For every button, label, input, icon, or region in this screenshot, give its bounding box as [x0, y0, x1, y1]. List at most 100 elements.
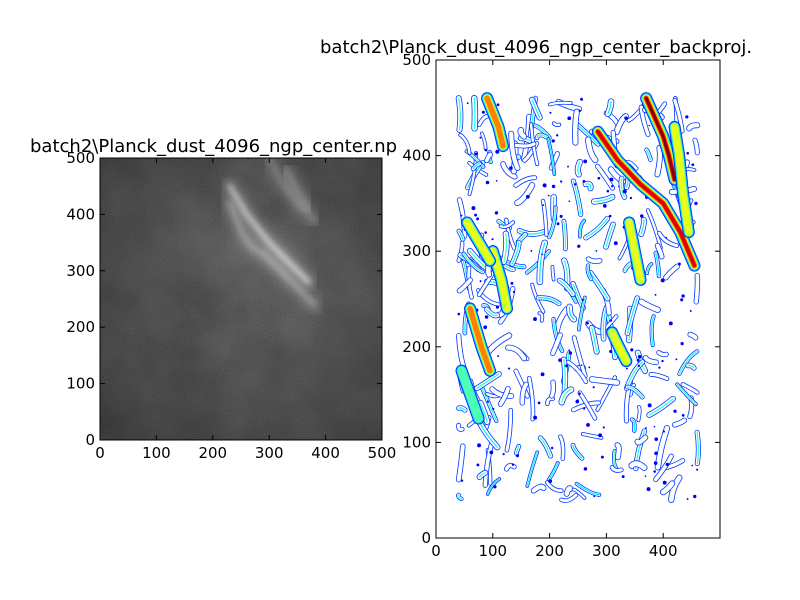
contour-speck — [568, 351, 573, 355]
contour-gap — [505, 345, 527, 361]
contour-speck — [583, 467, 588, 471]
contour-inner — [593, 196, 613, 203]
contour-speck — [622, 189, 627, 194]
contour-gap — [693, 138, 700, 155]
contour-inner — [457, 494, 463, 500]
contour-gap — [626, 160, 638, 170]
backproj-filaments — [455, 92, 701, 425]
contour-gap — [657, 350, 669, 357]
contour-gap — [643, 355, 659, 365]
contour-inner — [572, 180, 582, 215]
contour-gap — [686, 123, 700, 131]
contour-gap — [459, 133, 471, 155]
contour-speck — [580, 98, 583, 101]
contour-gap — [688, 332, 698, 340]
contour-inner — [463, 253, 484, 273]
contour-inner — [526, 451, 538, 487]
contour-inner — [537, 297, 560, 305]
backproj-y-tick-label: 400 — [402, 147, 431, 165]
contour-inner — [687, 364, 695, 369]
contour-inner — [511, 242, 520, 265]
contour-speck — [512, 290, 516, 293]
contour-speck — [567, 116, 572, 121]
backproj-x-tick-label: 0 — [431, 542, 441, 560]
dust-map-y-tick-label: 0 — [85, 431, 95, 449]
contour-inner — [548, 206, 557, 238]
contour-inner — [458, 230, 464, 240]
contour-speck — [583, 159, 588, 164]
contour-inner — [602, 306, 608, 340]
contour-gap — [456, 444, 465, 482]
contour-gap — [545, 481, 563, 492]
contour-gap — [514, 182, 535, 206]
backproj-contours — [455, 92, 701, 503]
contour-inner — [568, 306, 575, 320]
contour-speck — [479, 280, 482, 283]
contour-gap — [572, 109, 580, 145]
contour-speck — [578, 392, 581, 395]
dust-map-x-tick-label: 500 — [368, 444, 397, 462]
contour-gap — [581, 432, 603, 439]
contour-speck — [576, 399, 579, 402]
contour-gap — [629, 461, 647, 471]
contour-speck — [477, 443, 482, 448]
contour-inner — [572, 444, 583, 459]
dust-map-title: batch2\Planck_dust_4096_ngp_center.np — [30, 136, 397, 157]
contour-speck — [515, 454, 520, 458]
contour-gap — [559, 493, 578, 503]
contour-speck — [511, 463, 515, 466]
contour-inner — [576, 483, 600, 496]
contour-speck — [689, 310, 692, 312]
contour-speck — [495, 179, 498, 182]
contour-speck — [613, 241, 618, 246]
contour-speck — [648, 124, 651, 127]
contour-gap — [694, 273, 700, 304]
contour-inner — [648, 398, 674, 416]
contour-inner — [559, 280, 574, 295]
contour-inner — [607, 101, 612, 115]
contour-speck — [609, 319, 612, 322]
contour-inner — [458, 97, 461, 131]
contour-gap — [527, 376, 535, 421]
contour-gap — [653, 454, 674, 482]
contour-inner — [531, 99, 541, 119]
contour-speck — [653, 425, 656, 428]
contour-speck — [694, 201, 698, 206]
contour-speck — [686, 498, 689, 500]
contour-inner — [591, 327, 598, 353]
contour-inner — [587, 264, 592, 280]
contour-gap — [589, 377, 620, 385]
filament-contour-band — [457, 366, 484, 423]
contour-gap — [538, 312, 544, 322]
contour-speck — [653, 461, 658, 465]
contour-gap — [483, 441, 494, 488]
dust-map-x-tick-label: 0 — [95, 444, 105, 462]
contour-speck — [509, 166, 513, 170]
contour-speck — [460, 214, 463, 217]
contour-speck — [646, 487, 651, 492]
contour-inner — [646, 263, 653, 274]
contour-speck — [608, 214, 612, 218]
contour-inner — [577, 161, 581, 175]
contour-speck — [686, 151, 690, 155]
contour-speck — [644, 475, 647, 478]
contour-speck — [662, 430, 666, 433]
filament-contour-band — [467, 305, 493, 374]
contour-speck — [581, 298, 584, 302]
contour-inner — [539, 437, 552, 457]
contour-speck — [492, 407, 495, 410]
contour-speck — [466, 102, 469, 105]
contour-gap — [566, 360, 588, 384]
backproj-y-tick-label: 200 — [402, 338, 431, 356]
contour-speck — [665, 462, 670, 467]
filament-contour-band — [608, 328, 630, 365]
contour-gap — [649, 372, 669, 381]
contour-speck — [548, 479, 553, 484]
contour-inner — [613, 450, 617, 469]
contour-speck — [677, 262, 681, 266]
contour-inner — [536, 134, 548, 139]
contour-speck — [637, 364, 640, 368]
contour-inner — [585, 183, 592, 189]
contour-inner — [480, 402, 488, 423]
contour-gap — [520, 382, 529, 405]
